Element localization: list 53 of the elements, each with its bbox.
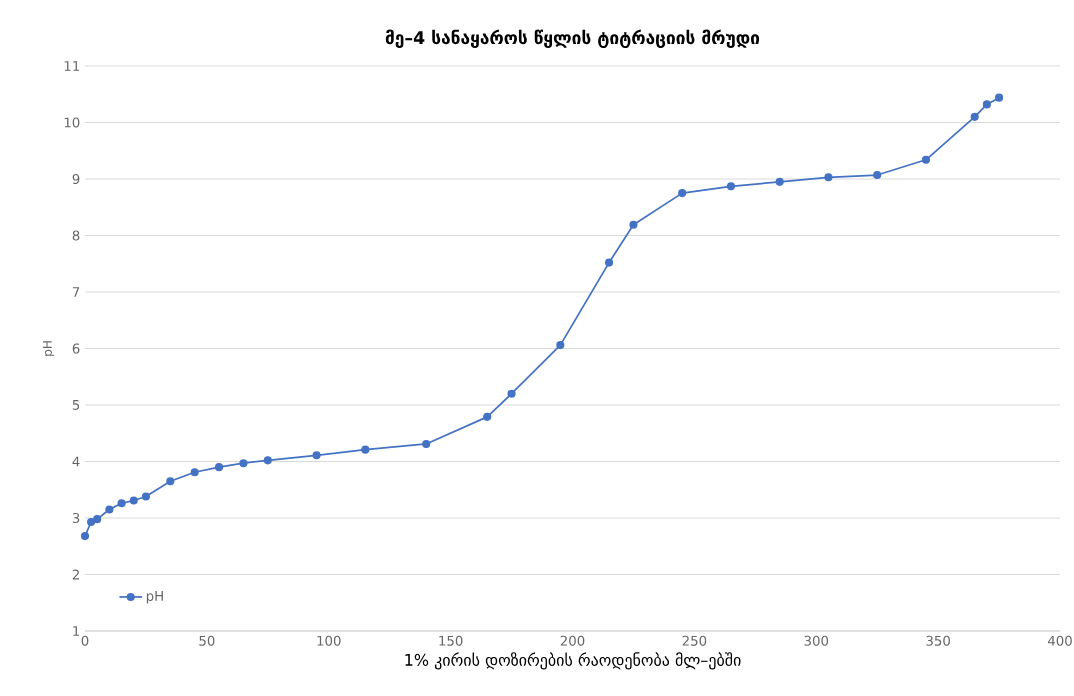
point bbox=[80, 532, 90, 541]
point bbox=[726, 182, 736, 191]
y-tick-label: 10 bbox=[64, 117, 80, 128]
x-tick-label: 400 bbox=[1047, 635, 1072, 646]
point bbox=[507, 389, 516, 398]
point bbox=[775, 177, 784, 186]
x-tick-label: 200 bbox=[560, 635, 585, 646]
y-tick-label: 5 bbox=[72, 400, 80, 410]
point bbox=[970, 112, 979, 121]
y-tick-label: 2 bbox=[72, 569, 79, 580]
point bbox=[422, 439, 431, 449]
point bbox=[129, 496, 138, 505]
point bbox=[483, 412, 492, 421]
point bbox=[117, 499, 126, 508]
point bbox=[605, 258, 614, 267]
point bbox=[93, 515, 102, 524]
x-tick-label: 350 bbox=[926, 635, 950, 646]
point bbox=[556, 341, 565, 350]
point bbox=[361, 445, 370, 454]
point bbox=[214, 463, 224, 472]
x-tick-label: 250 bbox=[682, 635, 707, 646]
y-tick-label: 6 bbox=[72, 343, 80, 354]
point bbox=[190, 468, 199, 477]
point bbox=[87, 517, 96, 527]
y-axis-title: pH bbox=[42, 341, 55, 356]
point bbox=[263, 456, 272, 465]
point bbox=[921, 155, 931, 164]
x-tick-label: 50 bbox=[199, 635, 215, 646]
point bbox=[312, 451, 321, 460]
y-tick-label: 9 bbox=[72, 173, 80, 185]
legend-label: pH bbox=[146, 591, 163, 604]
chart-title: მე–4 სანაყაროს წყლის ტიტრაციის მრუდი bbox=[385, 29, 760, 48]
y-tick-label: 8 bbox=[72, 230, 80, 241]
point bbox=[141, 492, 151, 501]
x-tick-label: 100 bbox=[317, 635, 341, 646]
point bbox=[824, 173, 833, 182]
point bbox=[105, 505, 114, 514]
point bbox=[982, 100, 991, 109]
point bbox=[239, 459, 248, 468]
point bbox=[629, 220, 638, 229]
x-tick-label: 0 bbox=[81, 635, 89, 646]
x-tick-label: 150 bbox=[439, 635, 463, 646]
point bbox=[995, 93, 1004, 102]
y-tick-label: 11 bbox=[64, 61, 80, 71]
y-tick-label: 1 bbox=[73, 626, 80, 636]
point bbox=[166, 477, 175, 486]
y-tick-label: 4 bbox=[72, 456, 80, 467]
point bbox=[678, 189, 687, 198]
x-axis-title: 1% კირის დოზირების რაოდენობა მლ–ებში bbox=[405, 652, 741, 670]
point bbox=[873, 170, 882, 180]
x-tick-label: 300 bbox=[804, 635, 829, 646]
y-tick-label: 3 bbox=[72, 512, 80, 524]
y-tick-label: 7 bbox=[72, 287, 80, 297]
